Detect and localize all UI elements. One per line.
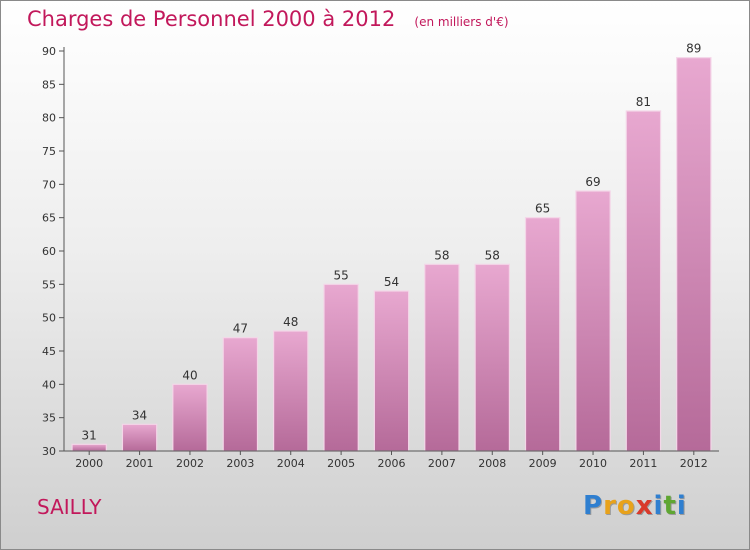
y-tick-label: 65 bbox=[42, 212, 56, 225]
bar bbox=[323, 283, 359, 452]
x-axis: 2000 2001 2002 2003 2004 2005 2006 2007 2008 2009… bbox=[64, 450, 719, 470]
y-tick-label: 45 bbox=[42, 345, 56, 358]
bar-value-label: 47 bbox=[233, 322, 248, 336]
bar-value-label: 55 bbox=[333, 268, 348, 282]
bar bbox=[273, 330, 309, 452]
x-tick-label: 2009 bbox=[529, 457, 557, 470]
bar-value-label: 48 bbox=[283, 315, 298, 329]
chart-title: Charges de Personnel 2000 à 2012 bbox=[27, 7, 396, 31]
y-tick-label: 55 bbox=[42, 278, 56, 291]
logo-letter: i bbox=[676, 491, 687, 521]
bar-value-label: 31 bbox=[82, 428, 97, 442]
bar-value-label: 81 bbox=[636, 95, 651, 109]
bar-value-label: 40 bbox=[182, 368, 197, 382]
bar bbox=[575, 190, 611, 452]
logo-letter: t bbox=[663, 491, 677, 521]
y-tick-label: 35 bbox=[42, 412, 56, 425]
x-tick-label: 2005 bbox=[327, 457, 355, 470]
x-tick-label: 2004 bbox=[277, 457, 305, 470]
x-tick-label: 2000 bbox=[75, 457, 103, 470]
bar-value-label: 34 bbox=[132, 408, 147, 422]
x-tick-label: 2001 bbox=[126, 457, 154, 470]
y-tick-label: 85 bbox=[42, 78, 56, 91]
proxiti-logo: Proxiti bbox=[583, 491, 687, 521]
bar bbox=[71, 443, 107, 452]
bar-value-label: 69 bbox=[585, 175, 600, 189]
bar bbox=[172, 383, 208, 452]
logo-letter: P bbox=[583, 491, 604, 521]
logo-letter: r bbox=[603, 491, 617, 521]
bar-value-label: 58 bbox=[485, 248, 500, 262]
bar-value-label: 89 bbox=[686, 42, 701, 56]
y-tick-label: 70 bbox=[42, 178, 56, 191]
y-tick-label: 40 bbox=[42, 378, 56, 391]
bar bbox=[424, 263, 460, 452]
bar-value-label: 65 bbox=[535, 202, 550, 216]
bar bbox=[474, 263, 510, 452]
bar bbox=[121, 423, 158, 452]
y-tick-label: 50 bbox=[42, 312, 56, 325]
bars-group: 31 34 40 47 48 55 54 58 58 65 69 81 89 bbox=[71, 42, 712, 452]
bar bbox=[625, 110, 662, 452]
x-tick-label: 2012 bbox=[680, 457, 708, 470]
x-tick-label: 2010 bbox=[579, 457, 607, 470]
x-tick-label: 2008 bbox=[478, 457, 506, 470]
x-tick-label: 2002 bbox=[176, 457, 204, 470]
commune-name: SAILLY bbox=[37, 495, 102, 519]
x-tick-label: 2006 bbox=[378, 457, 406, 470]
chart-subtitle: (en milliers d'€) bbox=[414, 15, 509, 29]
y-tick-label: 60 bbox=[42, 245, 56, 258]
x-tick-label: 2011 bbox=[629, 457, 657, 470]
y-tick-label: 90 bbox=[42, 45, 56, 58]
logo-letter: x bbox=[635, 491, 654, 521]
logo-letter: i bbox=[653, 491, 664, 521]
bar bbox=[676, 57, 712, 452]
bar-value-label: 54 bbox=[384, 275, 399, 289]
bar bbox=[524, 217, 561, 452]
bar-value-label: 58 bbox=[434, 248, 449, 262]
x-tick-label: 2007 bbox=[428, 457, 456, 470]
y-axis: 30 35 40 45 50 55 60 65 70 75 80 85 90 bbox=[42, 45, 65, 458]
bar bbox=[222, 337, 259, 452]
title-row: Charges de Personnel 2000 à 2012 (en mil… bbox=[27, 7, 509, 31]
y-tick-label: 30 bbox=[42, 445, 56, 458]
y-tick-label: 75 bbox=[42, 145, 56, 158]
bar bbox=[373, 290, 410, 452]
logo-letter: o bbox=[616, 491, 636, 521]
x-tick-label: 2003 bbox=[226, 457, 254, 470]
y-tick-label: 80 bbox=[42, 112, 56, 125]
